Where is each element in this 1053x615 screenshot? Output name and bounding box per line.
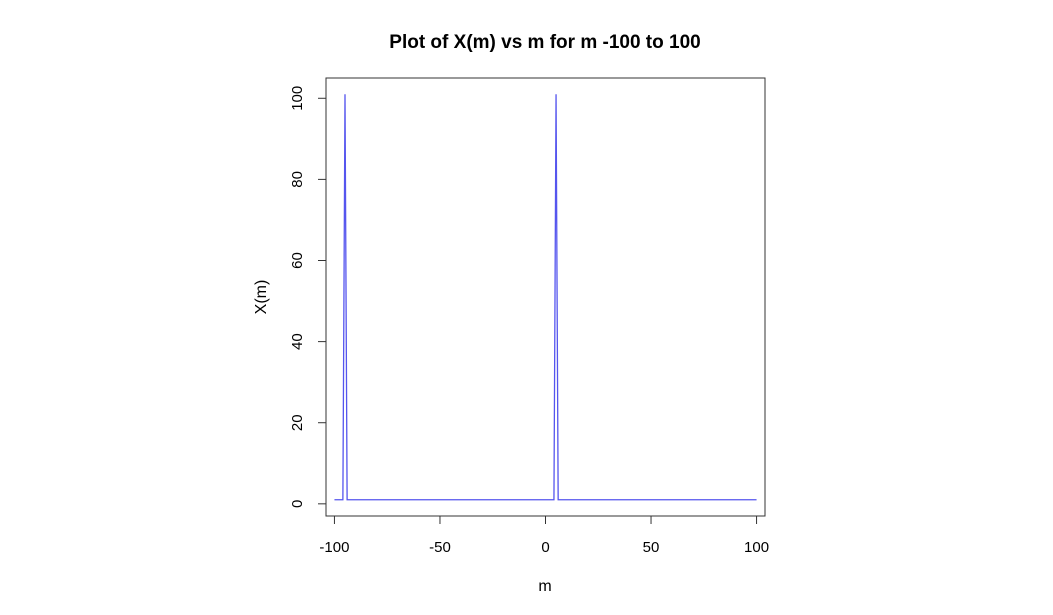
y-tick-label: 100 xyxy=(289,86,306,111)
y-tick-label: 40 xyxy=(289,333,306,350)
plot-frame xyxy=(325,77,766,517)
y-axis: 0 20 40 60 80 100 xyxy=(289,86,327,508)
chart-title: Plot of X(m) vs m for m -100 to 100 xyxy=(389,32,700,53)
y-tick-label: 60 xyxy=(289,252,306,269)
x-tick-label: 0 xyxy=(541,539,549,556)
x-axis: -100 -50 0 50 100 xyxy=(319,515,769,556)
y-tick-label: 80 xyxy=(289,171,306,188)
x-axis-label: m xyxy=(538,578,551,595)
series-group xyxy=(334,94,757,501)
x-tick-label: 50 xyxy=(643,539,660,556)
x-tick-label: 100 xyxy=(744,539,769,556)
y-tick-label: 20 xyxy=(289,414,306,431)
x-tick-label: -100 xyxy=(319,539,349,556)
x-tick-label: -50 xyxy=(429,539,451,556)
y-axis-label: X(m) xyxy=(253,280,270,315)
series-line-0 xyxy=(334,94,757,501)
y-tick-label: 0 xyxy=(289,500,306,508)
